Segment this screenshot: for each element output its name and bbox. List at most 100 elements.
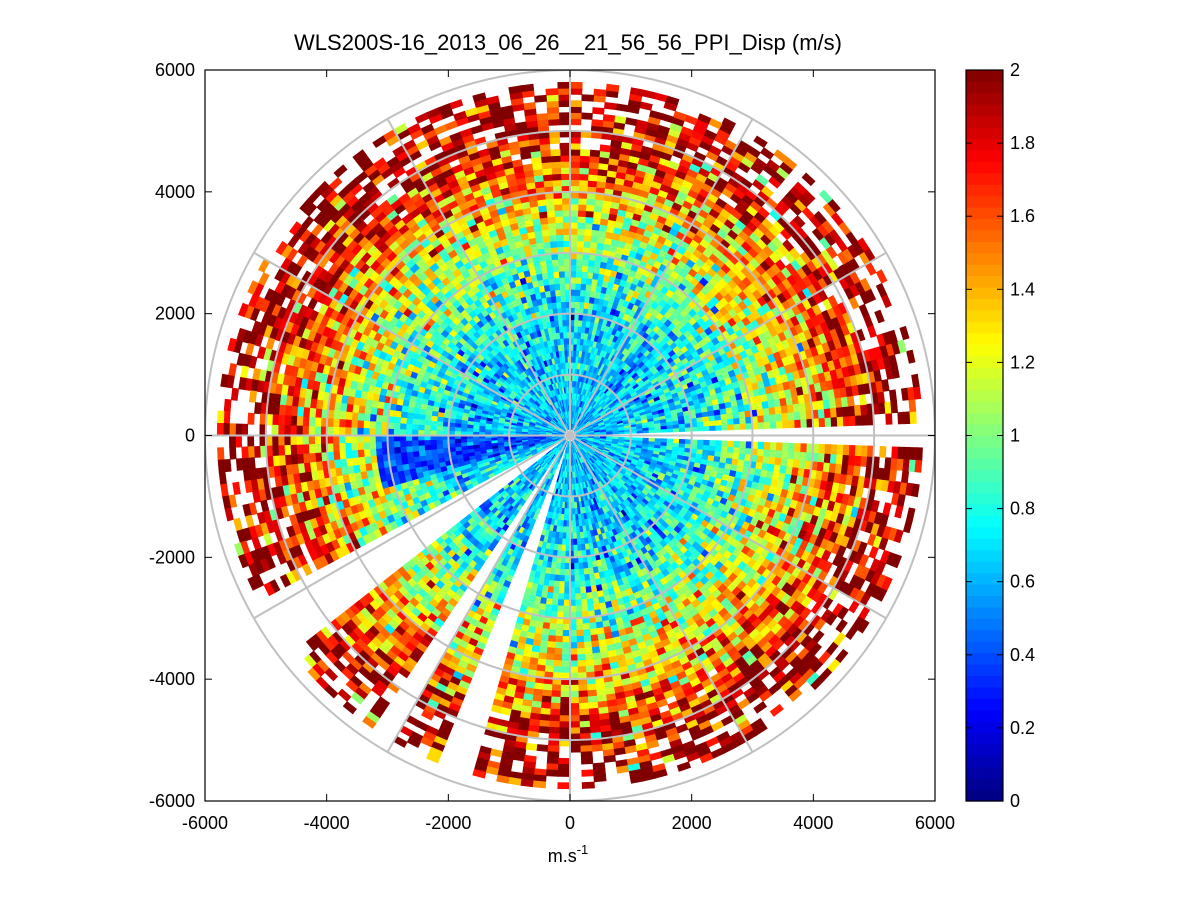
ppi-cell <box>580 284 586 291</box>
ppi-cell <box>351 436 357 444</box>
ppi-cell <box>369 442 375 449</box>
ppi-cell <box>412 446 419 452</box>
ppi-cell <box>585 211 593 218</box>
ppi-cell <box>847 396 854 407</box>
ppi-cell <box>859 394 866 405</box>
ppi-cell <box>556 241 563 247</box>
ppi-cell <box>357 443 364 451</box>
ppi-cell <box>424 425 430 430</box>
ppi-cell <box>584 296 590 303</box>
ppi-cell <box>877 391 884 403</box>
ppi-cell <box>243 469 250 481</box>
ppi-cell <box>562 198 570 204</box>
ppi-cell <box>346 451 353 459</box>
ppi-cell <box>345 420 351 428</box>
ppi-cell <box>303 454 310 464</box>
ppi-cell <box>764 422 770 429</box>
ppi-cell <box>302 436 308 445</box>
ppi-cell <box>364 414 371 422</box>
ppi-cell <box>339 419 346 427</box>
ppi-cell <box>296 445 303 455</box>
ppi-cell <box>400 424 406 430</box>
ppi-cell <box>235 424 241 436</box>
ppi-cell <box>585 284 591 291</box>
ppi-cell <box>363 428 369 435</box>
ppi-cell <box>248 413 255 424</box>
ppi-cell <box>794 411 801 420</box>
ppi-cell <box>461 428 467 432</box>
ppi-cell <box>284 426 290 436</box>
ppi-cell <box>285 455 292 465</box>
ppi-cell <box>418 420 425 426</box>
ppi-cell <box>788 412 795 420</box>
ppi-cell <box>909 399 916 412</box>
ppi-cell <box>836 407 843 417</box>
ppi-cell <box>278 436 284 446</box>
ppi-cell <box>375 436 381 443</box>
ppi-cell <box>248 447 255 458</box>
ppi-cell <box>309 444 316 453</box>
ppi-cell <box>333 452 340 461</box>
ppi-cell <box>577 235 584 241</box>
ppi-cell <box>376 442 382 449</box>
ppi-cell <box>461 424 467 428</box>
ppi-cell <box>552 265 558 272</box>
ppi-cell <box>587 180 596 187</box>
ppi-cell <box>563 222 570 228</box>
ppi-cell <box>370 449 377 456</box>
ppi-cell <box>614 116 626 124</box>
ppi-cell <box>837 416 844 426</box>
ppi-cell <box>704 426 710 431</box>
ppi-cell <box>849 416 856 426</box>
ppi-cell <box>891 401 898 413</box>
ppi-cell <box>560 289 565 295</box>
ppi-cell <box>547 211 555 218</box>
ppi-cell <box>552 180 561 187</box>
ppi-cell <box>573 332 577 338</box>
ppi-cell <box>308 426 314 435</box>
ppi-cell <box>559 271 565 277</box>
ppi-cell <box>584 223 592 230</box>
ppi-cell <box>542 168 552 175</box>
ppi-cell <box>575 277 581 283</box>
ppi-cell <box>604 102 616 110</box>
ppi-cell <box>376 449 383 456</box>
ppi-cell <box>339 443 346 451</box>
ppi-cell <box>303 445 310 455</box>
ppi-cell <box>418 446 425 452</box>
ppi-cell <box>339 427 345 435</box>
ppi-cell <box>369 429 375 436</box>
ppi-cell <box>536 113 548 120</box>
ppi-cell <box>545 199 554 206</box>
ppi-cell <box>551 156 561 163</box>
ppi-cell <box>217 448 224 461</box>
ppi-cell <box>534 95 546 102</box>
ppi-cell <box>555 222 563 229</box>
ppi-cell <box>758 415 765 422</box>
ppi-cell <box>570 222 577 228</box>
ppi-cell <box>272 425 278 435</box>
ppi-cell <box>219 472 227 485</box>
ppi-cell <box>728 424 734 430</box>
ppi-cell <box>333 411 340 420</box>
ppi-cell <box>406 441 412 447</box>
ppi-cell <box>573 344 576 350</box>
ppi-cell <box>339 451 346 460</box>
ppi-cell <box>576 265 582 271</box>
ppi-cell <box>419 414 426 420</box>
ppi-cell <box>552 174 561 181</box>
ppi-cell <box>296 436 302 446</box>
ppi-cell <box>363 421 369 428</box>
ppi-cell <box>523 164 533 172</box>
ppi-cell <box>560 296 565 302</box>
ppi-cell <box>235 436 241 448</box>
ppi-cell <box>782 420 789 428</box>
ppi-cell <box>740 423 746 429</box>
ppi-cell <box>555 216 563 223</box>
ppi-cell <box>581 271 587 278</box>
ppi-cell <box>588 260 595 267</box>
ppi-cell <box>548 223 556 230</box>
ppi-cell <box>830 408 837 418</box>
ppi-cell <box>552 259 559 266</box>
ppi-cell <box>588 174 598 181</box>
